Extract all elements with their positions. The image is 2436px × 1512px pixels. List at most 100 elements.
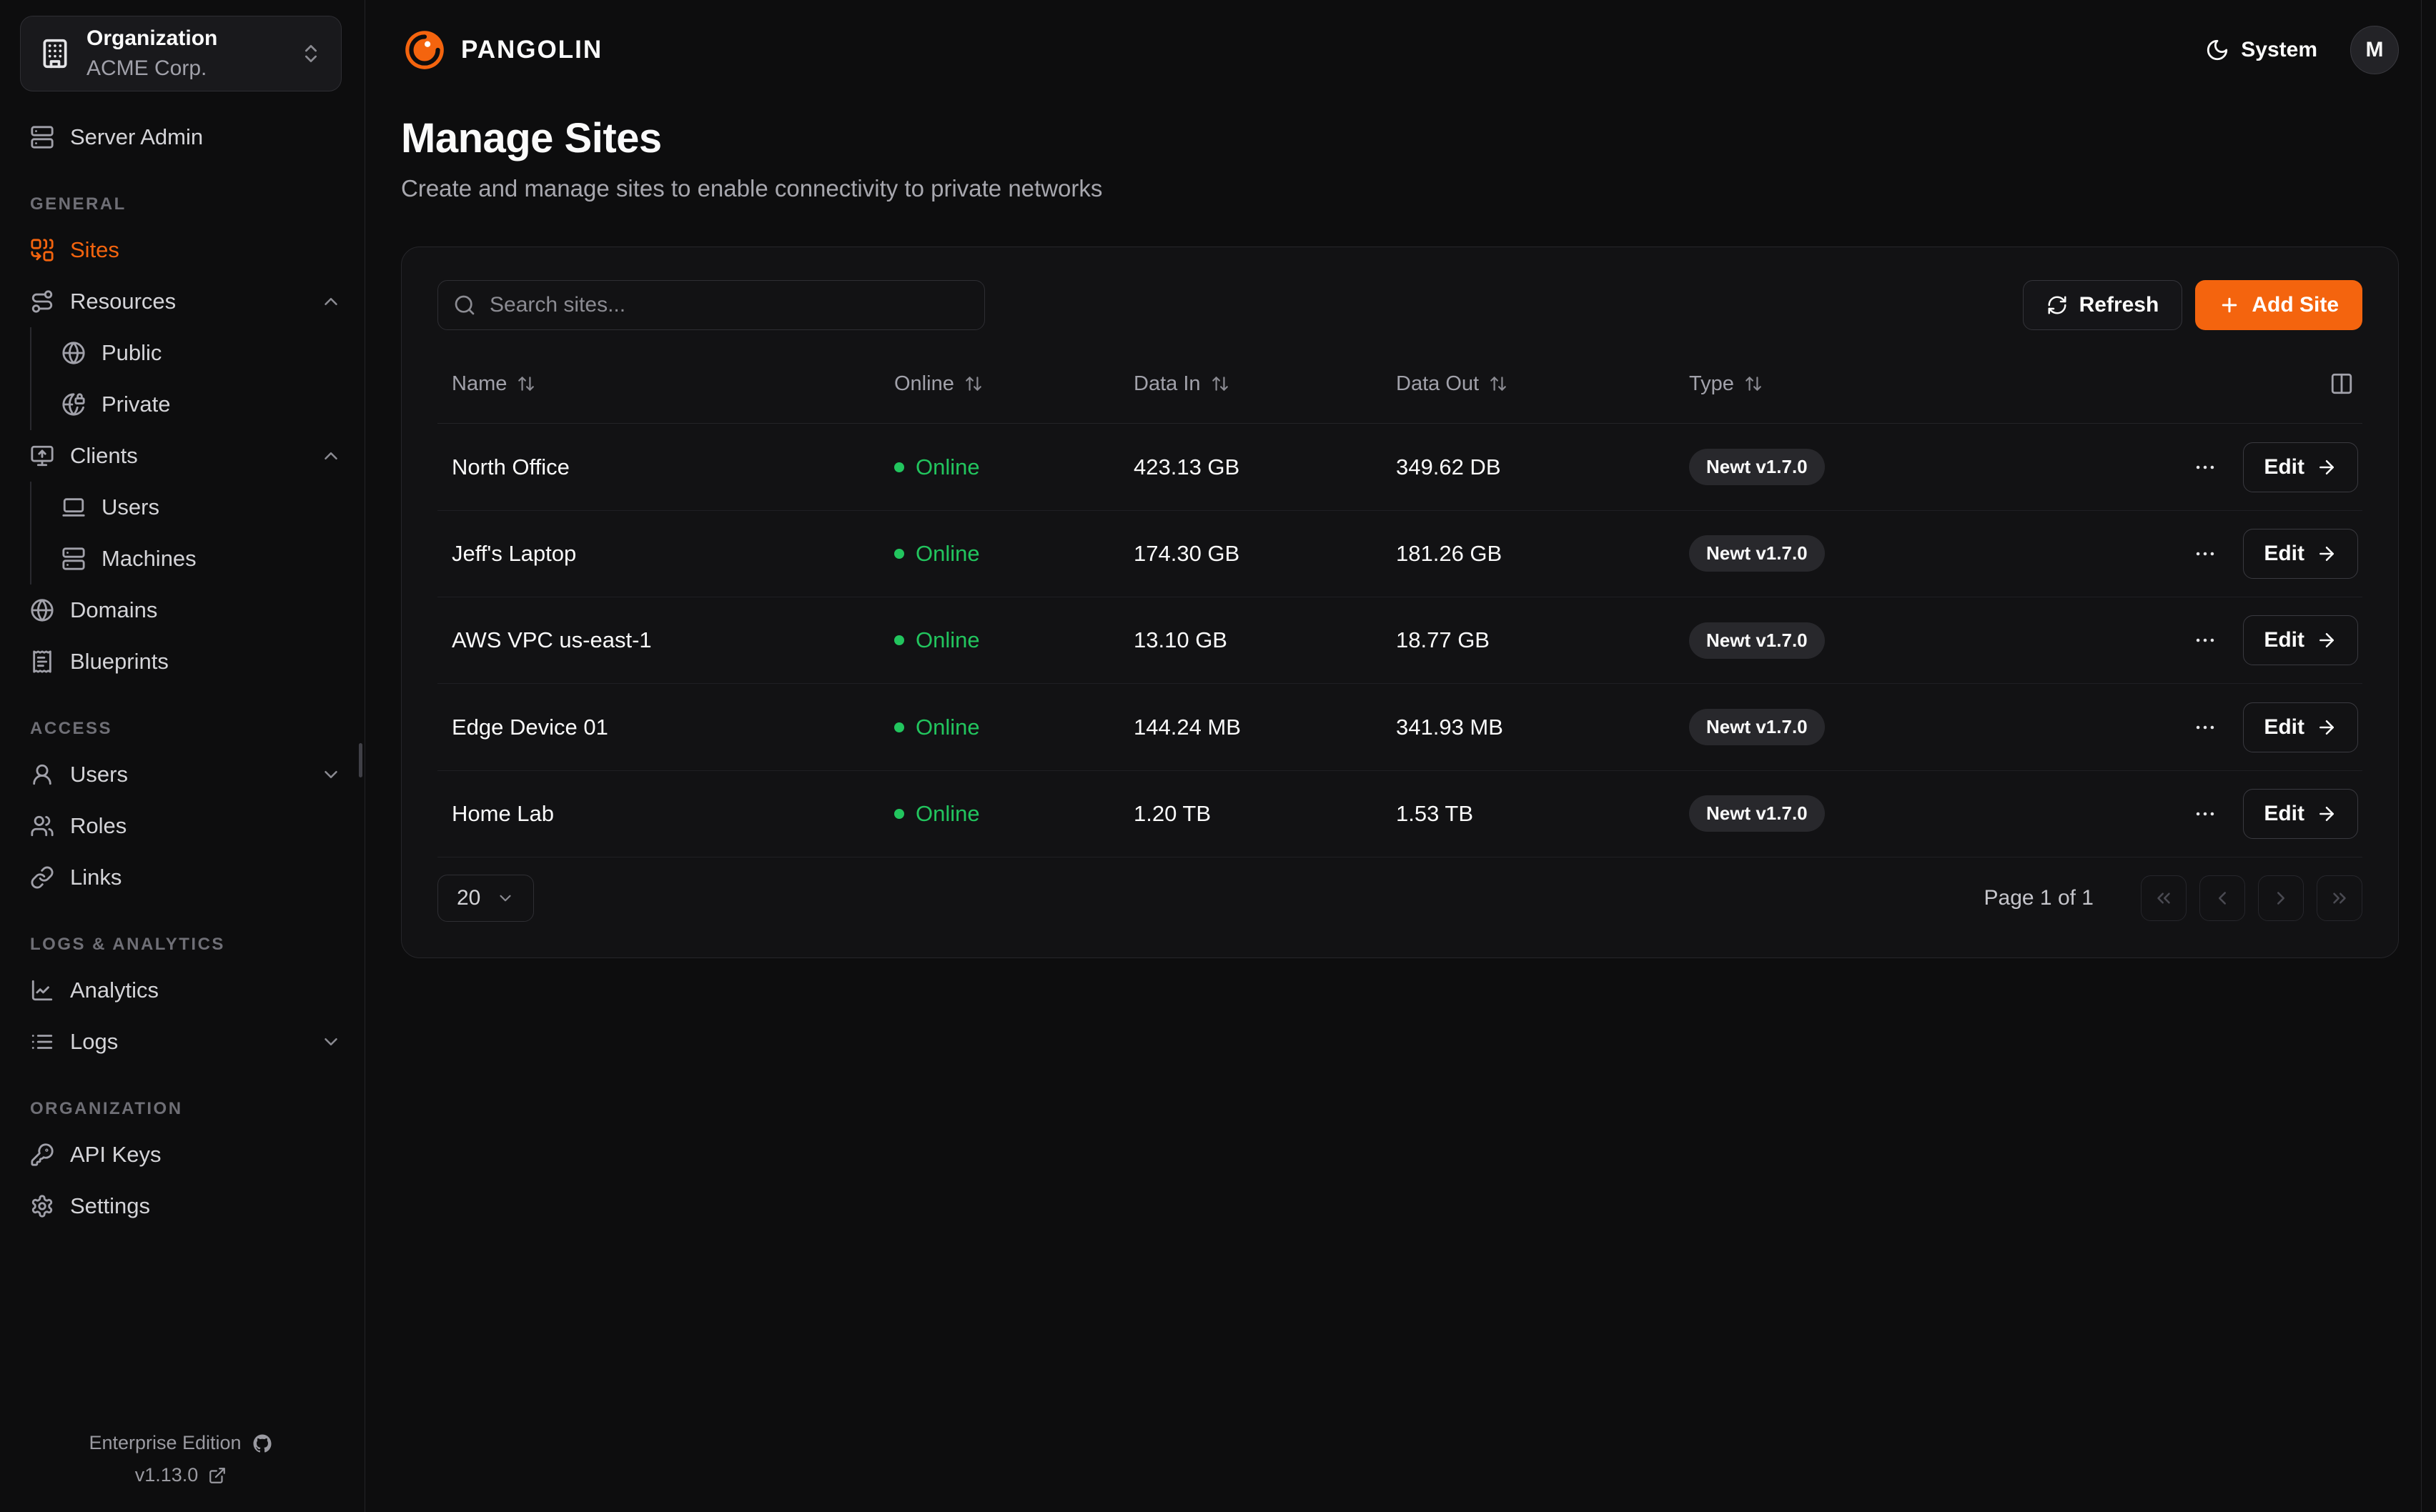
data-in: 13.10 GB: [1134, 627, 1227, 653]
online-dot: [894, 635, 904, 646]
row-actions: Edit: [2186, 788, 2358, 839]
theme-toggle[interactable]: System: [2205, 38, 2317, 62]
row-menu-button[interactable]: [2186, 534, 2224, 573]
data-in: 423.13 GB: [1134, 454, 1240, 479]
sidebar-scrollbar-thumb[interactable]: [359, 743, 362, 777]
row-menu-button[interactable]: [2186, 621, 2224, 660]
type-badge: Newt v1.7.0: [1689, 449, 1825, 486]
sites-combine-icon: [31, 239, 54, 262]
ellipsis-icon: [2197, 465, 2214, 469]
edit-button[interactable]: Edit: [2243, 442, 2358, 492]
refresh-button[interactable]: Refresh: [2022, 280, 2183, 330]
search-input[interactable]: [437, 280, 985, 330]
org-selector-value: ACME Corp.: [86, 56, 207, 80]
site-name: North Office: [452, 454, 570, 479]
sidebar-item-sites[interactable]: Sites: [30, 224, 342, 276]
online-dot: [894, 548, 904, 559]
column-header-name[interactable]: Name: [452, 372, 894, 396]
sidebar-item-api-keys[interactable]: API Keys: [30, 1129, 342, 1180]
chart-line-icon: [31, 980, 53, 1001]
site-name: Edge Device 01: [452, 714, 608, 740]
edit-label: Edit: [2264, 801, 2304, 825]
sidebar-section-organization: ORGANIZATION: [30, 1099, 183, 1118]
gear-icon: [31, 1195, 53, 1218]
avatar[interactable]: M: [2350, 26, 2399, 74]
brand: PANGOLIN: [401, 26, 603, 74]
resources-subgroup: Public Private: [30, 327, 342, 430]
column-header-data-out[interactable]: Data Out: [1396, 372, 1689, 396]
sidebar-item-settings[interactable]: Settings: [30, 1180, 342, 1232]
receipt-icon: [33, 650, 51, 673]
table-header-actions: [2325, 367, 2358, 400]
edition-link[interactable]: Enterprise Edition: [89, 1432, 272, 1454]
online-dot: [894, 808, 904, 819]
arrow-right-icon: [2319, 806, 2334, 821]
list-icon: [31, 1035, 53, 1049]
edit-button[interactable]: Edit: [2243, 615, 2358, 666]
edit-button[interactable]: Edit: [2243, 788, 2358, 839]
sidebar-item-analytics[interactable]: Analytics: [30, 965, 342, 1016]
sidebar-item-clients[interactable]: Clients: [30, 430, 342, 482]
data-out: 349.62 DB: [1396, 454, 1501, 479]
row-menu-button[interactable]: [2186, 448, 2224, 487]
status-cell: Online: [894, 454, 1134, 480]
status-label: Online: [916, 714, 980, 740]
link-icon: [31, 866, 54, 889]
org-selector[interactable]: Organization ACME Corp.: [20, 16, 342, 91]
table-toolbar: Refresh Add Site: [437, 280, 2362, 330]
chevron-left-icon: [2219, 892, 2226, 905]
table-row: AWS VPC us-east-1 Online 13.10 GB 18.77 …: [437, 597, 2362, 685]
sidebar-item-public[interactable]: Public: [61, 327, 342, 379]
column-header-online[interactable]: Online: [894, 372, 1134, 396]
edit-button[interactable]: Edit: [2243, 702, 2358, 752]
add-site-button[interactable]: Add Site: [2195, 280, 2362, 330]
globe-lock-icon: [62, 393, 85, 416]
data-out: 341.93 MB: [1396, 714, 1503, 740]
ellipsis-icon: [2197, 725, 2214, 729]
version-link[interactable]: v1.13.0: [135, 1464, 227, 1486]
sidebar-item-blueprints[interactable]: Blueprints: [30, 636, 342, 687]
row-menu-button[interactable]: [2186, 708, 2224, 747]
column-header-data-in[interactable]: Data In: [1134, 372, 1396, 396]
refresh-icon: [2048, 296, 2066, 314]
sort-icon: [1212, 377, 1228, 391]
sidebar-item-links[interactable]: Links: [30, 852, 342, 903]
edit-label: Edit: [2264, 628, 2304, 652]
sidebar-item-client-users[interactable]: Users: [61, 482, 342, 533]
users-icon: [31, 815, 54, 837]
sidebar-item-resources[interactable]: Resources: [30, 276, 342, 327]
column-header-type[interactable]: Type: [1689, 372, 2325, 396]
topbar-actions: System M: [2205, 26, 2399, 74]
toggle-columns-button[interactable]: [2325, 367, 2358, 400]
data-in: 1.20 TB: [1134, 800, 1212, 826]
last-page-button[interactable]: [2317, 875, 2362, 922]
sidebar-item-machines[interactable]: Machines: [61, 533, 342, 585]
sidebar-item-roles[interactable]: Roles: [30, 800, 342, 852]
sidebar-item-domains[interactable]: Domains: [30, 585, 342, 636]
sidebar-item-private[interactable]: Private: [61, 379, 342, 430]
data-in: 144.24 MB: [1134, 714, 1241, 740]
status-cell: Online: [894, 541, 1134, 567]
server-icon: [62, 547, 85, 570]
pager-buttons: [2141, 875, 2362, 922]
main-content: PANGOLIN System M Manage Sites Create an…: [365, 0, 2436, 1512]
theme-toggle-label: System: [2241, 38, 2317, 61]
row-menu-button[interactable]: [2186, 795, 2224, 833]
page-title: Manage Sites: [401, 115, 662, 161]
sidebar-item-label: Public: [102, 340, 162, 365]
sidebar-item-label: Logs: [70, 1029, 119, 1054]
page-size-select[interactable]: 20: [437, 875, 535, 922]
table-header: Name Online Data In Data Out Type: [437, 344, 2362, 424]
sidebar-item-users[interactable]: Users: [30, 749, 342, 800]
edit-label: Edit: [2264, 715, 2304, 739]
next-page-button[interactable]: [2258, 875, 2304, 922]
first-page-button[interactable]: [2141, 875, 2187, 922]
prev-page-button[interactable]: [2199, 875, 2245, 922]
row-actions: Edit: [2186, 615, 2358, 666]
edit-button[interactable]: Edit: [2243, 528, 2358, 579]
sidebar-item-server-admin[interactable]: Server Admin: [30, 111, 342, 163]
sidebar-item-logs[interactable]: Logs: [30, 1016, 342, 1068]
chevron-up-icon: [325, 452, 337, 459]
sidebar-item-label: Sites: [70, 237, 119, 262]
search-icon: [455, 295, 475, 315]
